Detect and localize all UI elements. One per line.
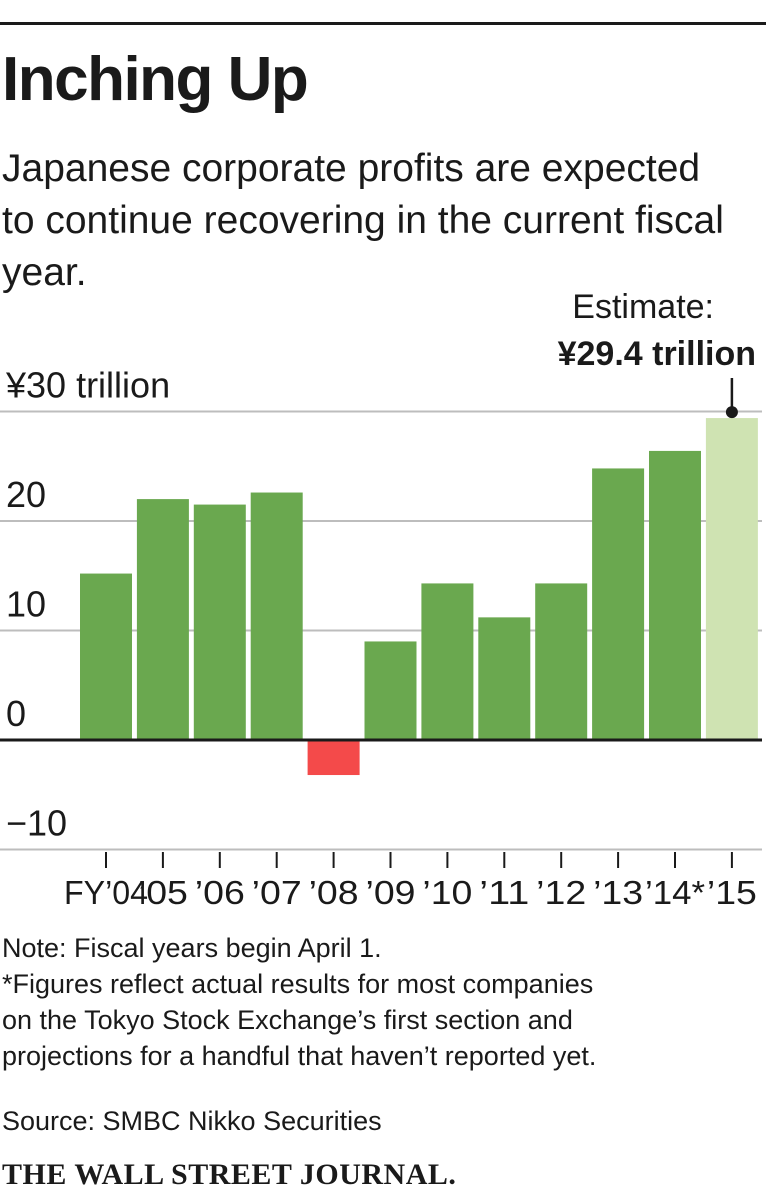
estimate-annotation: Estimate: ¥29.4 trillion	[558, 290, 756, 419]
annotation-value: ¥29.4 trillion	[558, 335, 756, 373]
note-asterisk-2: on the Tokyo Stock Exchange’s first sect…	[2, 1005, 573, 1035]
bar-chart: ¥30 trillion 20 10 0 −10 FY’04’05’06’07’08’0…	[0, 290, 762, 911]
x-tick-label: FY’04	[64, 874, 148, 911]
bar	[250, 492, 303, 740]
annotation-dot	[725, 406, 738, 419]
source-line: Source: SMBC Nikko Securities	[2, 1106, 382, 1136]
x-tick-label: ’14*	[645, 874, 705, 911]
x-tick-labels: FY’04’05’06’07’08’09’10’11’12’13’14* ’15	[64, 874, 757, 911]
y-tick-label: ¥30 trillion	[5, 365, 170, 406]
note-asterisk-1: *Figures reflect actual results for most…	[2, 969, 594, 999]
x-tick-label: ’07	[252, 874, 302, 911]
bar-negative	[307, 740, 360, 776]
y-tick-labels: ¥30 trillion 20 10 0 −10	[5, 365, 170, 844]
y-tick-label: −10	[6, 803, 67, 844]
note-asterisk-3: projections for a handful that haven’t r…	[2, 1041, 597, 1071]
note-fiscal-year: Note: Fiscal years begin April 1.	[2, 933, 382, 963]
x-tick-label: ’13	[593, 874, 643, 911]
y-tick-label: 0	[6, 693, 26, 734]
x-tick-label: ’08	[309, 874, 359, 911]
x-ticks	[105, 852, 733, 868]
chart-title: Inching Up	[2, 45, 309, 114]
annotation-label: Estimate:	[572, 290, 714, 326]
bar	[421, 583, 474, 740]
bar	[136, 499, 189, 740]
x-tick-label: ’12	[536, 874, 586, 911]
bar	[478, 617, 531, 740]
masthead-logo: THE WALL STREET JOURNAL.	[2, 1158, 457, 1191]
bars	[80, 418, 758, 776]
bar	[80, 573, 132, 740]
notes: Note: Fiscal years begin April 1. *Figur…	[2, 930, 752, 1074]
bar-estimate	[705, 418, 758, 740]
x-tick-label: ’09	[366, 874, 416, 911]
bar	[364, 641, 417, 740]
bar	[592, 468, 645, 740]
bar	[535, 583, 588, 740]
chart-subtitle: Japanese corporate profits are expected …	[2, 147, 724, 294]
x-tick-label: ’06	[195, 874, 245, 911]
x-tick-label: ’05	[138, 874, 188, 911]
bar	[649, 450, 701, 740]
y-tick-label: 10	[6, 584, 46, 625]
top-rule	[0, 22, 766, 25]
x-tick-label: ’11	[479, 874, 529, 911]
bar	[193, 504, 246, 740]
y-tick-label: 20	[6, 474, 46, 515]
x-tick-label: ’15	[707, 874, 757, 911]
x-tick-label: ’10	[422, 874, 472, 911]
